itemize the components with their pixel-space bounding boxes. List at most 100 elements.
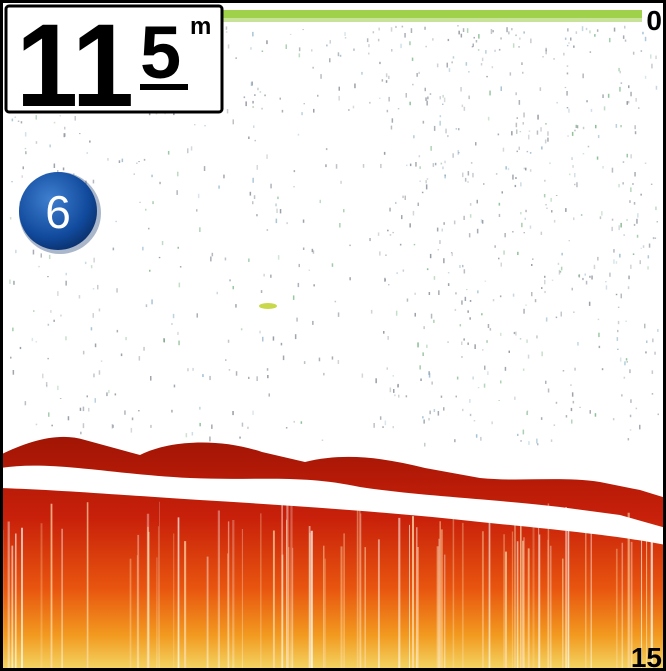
noise-dot bbox=[633, 223, 636, 226]
noise-dot bbox=[495, 173, 498, 175]
noise-dot bbox=[97, 284, 99, 290]
noise-dot bbox=[60, 314, 62, 317]
noise-dot bbox=[616, 337, 619, 341]
noise-dot bbox=[469, 300, 472, 302]
noise-dot bbox=[248, 136, 250, 139]
noise-dot bbox=[440, 162, 443, 165]
noise-dot bbox=[577, 342, 579, 346]
noise-dot bbox=[422, 120, 425, 124]
noise-dot bbox=[447, 135, 449, 138]
noise-dot bbox=[564, 37, 567, 40]
noise-dot bbox=[469, 399, 471, 403]
noise-dot bbox=[558, 269, 561, 275]
callout-number: 6 bbox=[45, 186, 71, 238]
noise-dot bbox=[370, 309, 373, 314]
bottom-streaks bbox=[1, 500, 666, 671]
noise-dot bbox=[528, 134, 530, 140]
noise-dot bbox=[457, 25, 459, 27]
noise-dot bbox=[537, 114, 539, 120]
noise-dot bbox=[509, 72, 512, 76]
noise-dot bbox=[338, 95, 340, 101]
noise-dot bbox=[563, 52, 565, 56]
noise-dot bbox=[21, 175, 23, 178]
noise-dot bbox=[575, 124, 577, 128]
noise-dot bbox=[368, 52, 370, 55]
noise-dot bbox=[320, 74, 322, 79]
noise-dot bbox=[418, 155, 421, 158]
noise-dot bbox=[657, 329, 659, 332]
noise-dot bbox=[556, 101, 558, 104]
noise-dot bbox=[512, 174, 514, 180]
noise-dot bbox=[480, 63, 483, 66]
noise-dot bbox=[142, 246, 144, 251]
noise-dot bbox=[436, 63, 439, 68]
noise-dot bbox=[93, 373, 95, 378]
noise-dot bbox=[412, 83, 414, 86]
noise-dot bbox=[572, 400, 575, 404]
noise-dot bbox=[225, 31, 228, 33]
noise-dot bbox=[313, 284, 315, 287]
noise-dot bbox=[85, 180, 87, 185]
noise-dot bbox=[475, 40, 478, 43]
noise-dot bbox=[528, 130, 531, 132]
noise-dot bbox=[343, 209, 345, 213]
noise-dot bbox=[638, 107, 640, 109]
noise-dot bbox=[518, 146, 520, 150]
noise-dot bbox=[498, 213, 501, 217]
noise-dot bbox=[644, 323, 646, 329]
noise-dot bbox=[619, 70, 621, 74]
noise-dot bbox=[270, 274, 272, 278]
noise-dot bbox=[500, 380, 502, 384]
noise-dot bbox=[536, 335, 538, 339]
callout-badge bbox=[19, 172, 97, 250]
noise-dot bbox=[428, 292, 431, 295]
noise-dot bbox=[507, 167, 510, 171]
noise-dot bbox=[11, 118, 14, 122]
noise-dot bbox=[395, 201, 397, 204]
noise-dot bbox=[114, 393, 117, 396]
noise-dot bbox=[426, 344, 428, 348]
noise-dot bbox=[92, 313, 94, 318]
noise-dot bbox=[529, 152, 532, 154]
noise-dot bbox=[545, 317, 548, 322]
noise-dot bbox=[65, 272, 67, 276]
noise-dot bbox=[313, 108, 315, 113]
noise-dot bbox=[49, 144, 51, 148]
noise-dot bbox=[622, 182, 624, 185]
noise-dot bbox=[566, 72, 569, 75]
noise-dot bbox=[267, 375, 269, 379]
noise-dot bbox=[593, 264, 596, 270]
noise-dot bbox=[409, 163, 412, 167]
noise-dot bbox=[59, 115, 61, 117]
noise-dot bbox=[100, 360, 103, 362]
noise-dot bbox=[361, 71, 363, 75]
noise-dot bbox=[443, 222, 445, 225]
noise-dot bbox=[634, 131, 637, 135]
noise-dot bbox=[79, 407, 82, 411]
noise-dot bbox=[158, 256, 161, 259]
noise-dot bbox=[483, 383, 486, 388]
noise-dot bbox=[576, 182, 578, 188]
noise-dot bbox=[379, 416, 382, 420]
noise-dot bbox=[35, 341, 38, 343]
noise-dot bbox=[424, 442, 426, 447]
noise-dot bbox=[619, 86, 621, 92]
noise-dot bbox=[467, 342, 469, 345]
noise-dot bbox=[266, 40, 268, 45]
noise-dot bbox=[442, 103, 444, 105]
noise-dot bbox=[550, 439, 553, 442]
noise-dot bbox=[294, 334, 297, 340]
noise-dot bbox=[348, 109, 350, 111]
noise-dot bbox=[597, 318, 600, 321]
noise-dot bbox=[311, 49, 313, 52]
noise-dot bbox=[92, 288, 95, 290]
noise-dot bbox=[40, 253, 42, 258]
noise-dot bbox=[35, 141, 38, 144]
noise-dot bbox=[566, 44, 569, 47]
noise-dot bbox=[398, 394, 400, 398]
noise-dot bbox=[501, 191, 503, 194]
noise-dot bbox=[178, 282, 181, 288]
noise-dot bbox=[506, 27, 508, 33]
noise-dot bbox=[88, 407, 90, 412]
noise-dot bbox=[628, 275, 630, 280]
